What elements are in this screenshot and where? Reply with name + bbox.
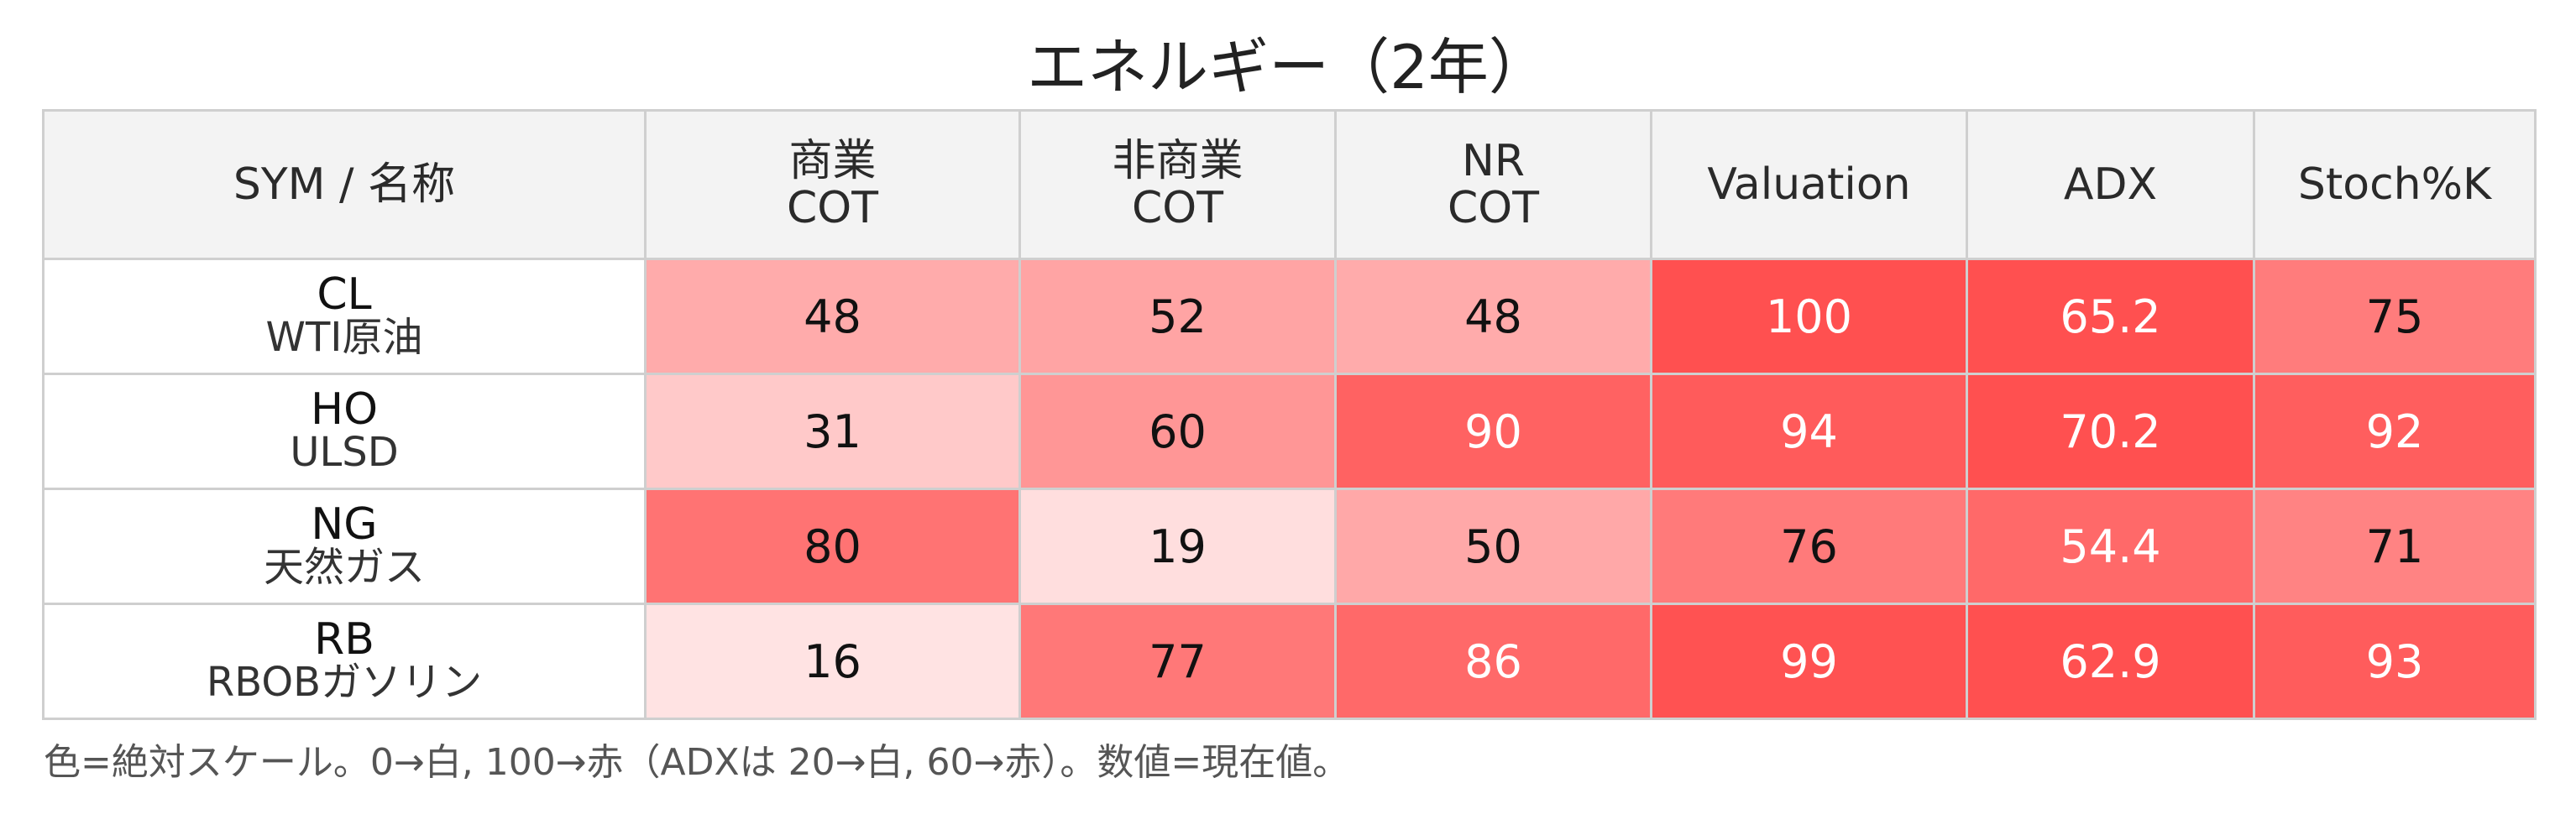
cell-value: 65.2 [2060, 290, 2161, 343]
heat-cell: 60 [1018, 373, 1337, 490]
heat-cell: 76 [1650, 488, 1968, 605]
heat-cell: 50 [1334, 488, 1652, 605]
cell-value: 60 [1149, 405, 1207, 458]
heat-cell: 65.2 [1966, 258, 2255, 375]
heat-cell: 48 [1334, 258, 1652, 375]
header-noncommercial-cot: 非商業 COT [1018, 109, 1337, 260]
symbol-name: 天然ガス [263, 544, 425, 591]
cell-value: 54.4 [2060, 519, 2161, 573]
heat-cell: 52 [1018, 258, 1337, 375]
cell-value: 94 [1780, 405, 1838, 458]
cell-value: 76 [1780, 519, 1838, 573]
heat-cell: 16 [644, 603, 1021, 720]
heat-cell: 94 [1650, 373, 1968, 490]
cell-value: 31 [804, 405, 861, 458]
symbol-name: ULSD [290, 429, 399, 476]
table-row: CL WTI原油 48 52 48 100 65.2 75 [42, 258, 2537, 375]
heat-cell: 86 [1334, 603, 1652, 720]
heat-cell: 71 [2253, 488, 2537, 605]
heat-cell: 31 [644, 373, 1021, 490]
heat-cell: 62.9 [1966, 603, 2255, 720]
symbol-name: RBOBガソリン [206, 659, 483, 706]
symbol-code: RB [314, 614, 374, 665]
cell-value: 90 [1464, 405, 1522, 458]
cell-value: 75 [2365, 290, 2424, 343]
heat-cell: 54.4 [1966, 488, 2255, 605]
table-row: NG 天然ガス 80 19 50 76 54.4 71 [42, 488, 2537, 605]
cell-value: 62.9 [2060, 634, 2161, 688]
chart-title: エネルギー（2年） [1027, 32, 1549, 102]
cell-value: 93 [2365, 634, 2424, 688]
table-row: HO ULSD 31 60 90 94 70.2 92 [42, 373, 2537, 490]
table-row: RB RBOBガソリン 16 77 86 99 62.9 93 [42, 603, 2537, 720]
symbol-cell: NG 天然ガス [42, 488, 647, 605]
cell-value: 48 [804, 290, 861, 343]
header-sym: SYM / 名称 [42, 109, 647, 260]
symbol-cell: CL WTI原油 [42, 258, 647, 375]
heat-cell: 93 [2253, 603, 2537, 720]
header-row: SYM / 名称 商業 COT 非商業 COT NR COT Valuation AD… [42, 109, 2537, 260]
heat-cell: 48 [644, 258, 1021, 375]
cell-value: 100 [1765, 290, 1853, 343]
heatmap-table: SYM / 名称 商業 COT 非商業 COT NR COT Valuation AD… [42, 109, 2537, 720]
heat-cell: 19 [1018, 488, 1337, 605]
cell-value: 80 [804, 519, 861, 573]
cell-value: 52 [1149, 290, 1207, 343]
cell-value: 70.2 [2060, 405, 2161, 458]
heat-cell: 92 [2253, 373, 2537, 490]
cell-value: 92 [2365, 405, 2424, 458]
heat-cell: 75 [2253, 258, 2537, 375]
symbol-cell: HO ULSD [42, 373, 647, 490]
cell-value: 99 [1780, 634, 1838, 688]
symbol-code: CL [317, 269, 372, 320]
symbol-name: WTI原油 [265, 314, 423, 361]
symbol-code: NG [311, 499, 378, 550]
header-adx: ADX [1966, 109, 2255, 260]
symbol-code: HO [310, 384, 379, 435]
heat-cell: 90 [1334, 373, 1652, 490]
heat-cell: 80 [644, 488, 1021, 605]
header-nr-cot: NR COT [1334, 109, 1652, 260]
cell-value: 86 [1464, 634, 1522, 688]
cell-value: 50 [1464, 519, 1522, 573]
heat-cell: 100 [1650, 258, 1968, 375]
cell-value: 48 [1464, 290, 1522, 343]
header-valuation: Valuation [1650, 109, 1968, 260]
heat-cell: 77 [1018, 603, 1337, 720]
symbol-cell: RB RBOBガソリン [42, 603, 647, 720]
cell-value: 19 [1149, 519, 1207, 573]
header-commercial-cot: 商業 COT [644, 109, 1021, 260]
header-stoch: Stoch%K [2253, 109, 2537, 260]
cell-value: 16 [804, 634, 861, 688]
cell-value: 77 [1149, 634, 1207, 688]
heat-cell: 70.2 [1966, 373, 2255, 490]
heat-cell: 99 [1650, 603, 1968, 720]
footnote: 色=絶対スケール。0→白, 100→赤（ADXは 20→白, 60→赤）。数値=… [44, 741, 1350, 784]
cell-value: 71 [2365, 519, 2424, 573]
